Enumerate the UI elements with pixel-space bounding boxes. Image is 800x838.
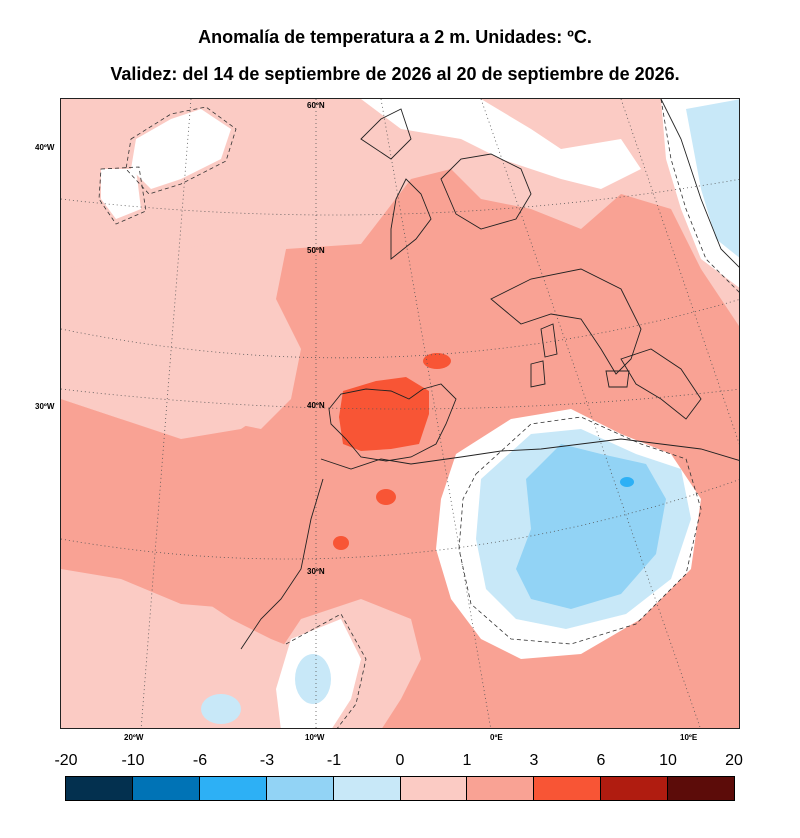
map-subtitle: Validez: del 14 de septiembre de 2026 al… [110,64,680,84]
colorbar-swatch [400,777,468,800]
lon-label-20w: 20ºW [124,733,144,742]
colorbar-label: 10 [659,752,677,769]
neutral-north [361,99,641,189]
coastlines [240,99,739,650]
lon-label-10w: 10ºW [305,733,325,742]
colorbar-label: 1 [462,752,472,769]
map-title: Anomalía de temperatura a 2 m. Unidades:… [198,27,592,47]
colorbar-label: 20 [725,752,743,769]
field-6-10-spot-a [423,353,451,369]
colorbar-swatch [668,777,735,800]
zero-contours [98,99,739,728]
colorbar-label: -3 [259,752,275,769]
colorbar-swatch [333,777,401,800]
neutral-northwest [101,169,141,219]
field-neg1-neg3-scand [686,99,739,258]
field-6-10-spot-c [333,536,349,550]
field-1-3-band [61,239,286,439]
colorbar-swatch [266,777,334,800]
field-neg1-neg3-ocean [295,654,331,704]
colorbar-label: -20 [54,752,78,769]
colorbar-swatch [601,777,669,800]
lat-label-50: 50ºN [307,246,325,255]
colorbar [65,776,735,801]
colorbar-swatch [534,777,602,800]
field-neg1-neg3-sw [201,694,241,724]
colorbar-swatch [132,777,200,800]
field-6-10-spot-b [376,489,396,505]
colorbar-label: -1 [326,752,342,769]
lat-label-60: 60ºN [307,101,325,110]
colorbar-label: 6 [596,752,606,769]
lon-label-0e: 0ºE [490,733,503,742]
colorbar-swatch [66,777,133,800]
lon-label-40w: 40ºW [35,143,55,152]
map-canvas [61,99,739,728]
anomaly-map: 60ºN 50ºN 40ºN 30ºN [60,98,740,729]
field-3-6-atlantic [61,499,291,609]
lat-label-30: 30ºN [307,567,325,576]
colorbar-label: 3 [529,752,539,769]
neutral-north-atlantic [131,109,231,189]
lon-label-30w: 30ºW [35,402,55,411]
colorbar-label: -10 [121,752,145,769]
colorbar-label: -6 [192,752,208,769]
lat-label-40: 40ºN [307,401,325,410]
lon-label-10e: 10ºE [680,733,698,742]
colorbar-swatch [467,777,535,800]
field-6-10-iberia [339,377,429,451]
graticule [61,99,739,728]
colorbar-label: 0 [395,752,405,769]
field-neg6-spot [620,477,634,487]
colorbar-swatch [199,777,267,800]
